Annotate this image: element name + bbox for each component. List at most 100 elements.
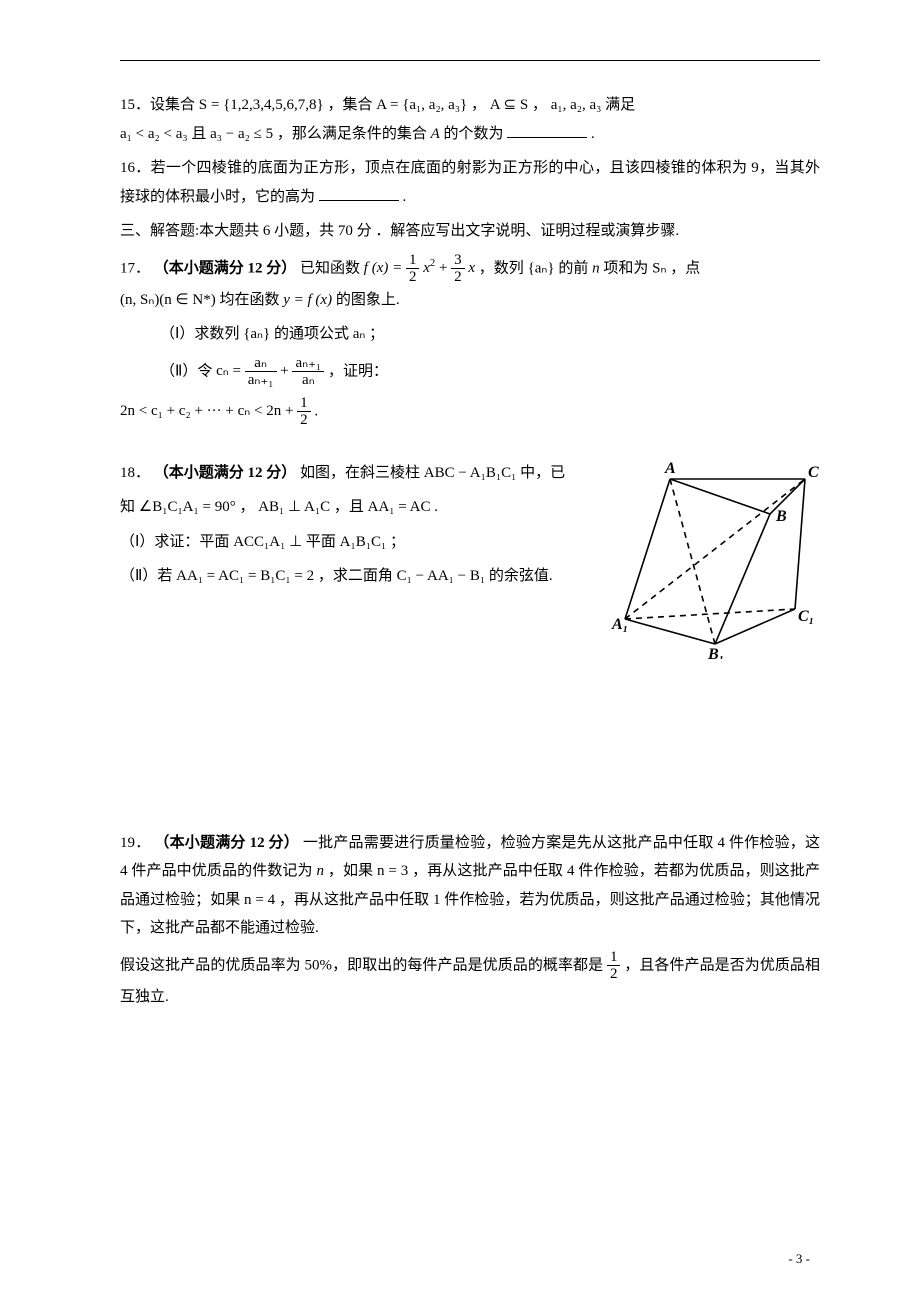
diag-a1-c <box>625 479 805 619</box>
top-rule <box>120 60 820 61</box>
q17-fx: f (x) = 12 x2 + 32 x <box>364 260 479 276</box>
q18-p2-a: （Ⅱ）若 <box>120 568 176 584</box>
q15-set-s: S = {1,2,3,4,5,6,7,8} <box>199 97 324 113</box>
q19-assume: 假设这批产品的优质品率为 50%，即取出的每件产品是优质品的概率都是 12 ，且… <box>120 949 820 1012</box>
question-17: 17． （本小题满分 12 分） 已知函数 f (x) = 12 x2 + 32… <box>120 252 820 315</box>
q17-seq: {aₙ} <box>528 260 555 276</box>
q18-prism: ABC − A₁B₁C₁ <box>424 465 517 481</box>
q17-text-d: 项和为 <box>603 260 652 276</box>
edge-a1-b1 <box>625 619 715 644</box>
q17-p1-c: ； <box>369 326 384 342</box>
q17-part2: （Ⅱ）令 cₙ = aₙaₙ₊₁ + aₙ₊₁aₙ ，证明： <box>120 355 820 389</box>
q17-point: (n, Sₙ)(n ∈ N*) <box>120 292 216 308</box>
q16-text-b: . <box>403 189 407 205</box>
q17-n: n <box>592 260 600 276</box>
q17-text-f: 均在函数 <box>219 292 283 308</box>
q17-p1-b: 的通项公式 <box>274 326 353 342</box>
question-16: 16．若一个四棱锥的底面为正方形，顶点在底面的射影为正方形的中心，且该四棱锥的体… <box>120 154 820 211</box>
label-B1: B₁ <box>707 646 724 659</box>
edge-a-b <box>670 479 770 514</box>
q17-lead: 17． <box>120 260 150 276</box>
q18-bold: （本小题满分 12 分） <box>154 465 297 481</box>
q15-text-g: ，那么满足条件的集合 <box>277 126 431 142</box>
question-15: 15．设集合 S = {1,2,3,4,5,6,7,8} ，集合 A = {a₁… <box>120 91 820 148</box>
q18-p1-plane1: ACC₁A₁ <box>233 534 285 550</box>
label-C: C <box>808 464 819 481</box>
q17-part1: （Ⅰ）求数列 {aₙ} 的通项公式 aₙ ； <box>120 320 820 349</box>
edge-a1-c1 <box>625 609 795 619</box>
q15-elems: a₁, a₂, a₃ <box>551 97 602 113</box>
edge-a-a1 <box>625 479 670 619</box>
q18-lead: 18． <box>120 465 150 481</box>
q17-cn: cₙ = aₙaₙ₊₁ + aₙ₊₁aₙ <box>216 363 328 379</box>
section-3-header: 三、解答题:本大题共 6 小题，共 70 分 ．解答应写出文字说明、证明过程或演… <box>120 217 820 246</box>
q19-lead: 19． <box>120 835 150 851</box>
q16-text-a: 16．若一个四棱锥的底面为正方形，顶点在底面的射影为正方形的中心，且该四棱锥的体… <box>120 160 820 205</box>
q17-inequality: 2n < c₁ + c₂ + ··· + cₙ < 2n + 12 . <box>120 395 820 429</box>
prism-svg: A C B A₁ C₁ B₁ <box>610 459 820 659</box>
q15-text-d: ， <box>532 97 551 113</box>
q18-p1-plane2: A₁B₁C₁ <box>340 534 387 550</box>
q15-text-i: . <box>591 126 595 142</box>
q18-text-a: 如图，在斜三棱柱 <box>300 465 424 481</box>
question-19: 19． （本小题满分 12 分） 一批产品需要进行质量检验，检验方案是先从这批产… <box>120 829 820 943</box>
q15-blank <box>507 122 587 138</box>
q17-p1-an: aₙ <box>353 326 366 342</box>
q15-text-c: ， <box>471 97 490 113</box>
q16-blank <box>319 185 399 201</box>
question-18-block: A C B A₁ C₁ B₁ 18． （本小题满分 12 分） 如图，在斜三棱柱… <box>120 459 820 669</box>
q17-text-c: 的前 <box>558 260 592 276</box>
prism-figure: A C B A₁ C₁ B₁ <box>610 459 820 659</box>
q19-n3: n = 3 <box>377 863 408 879</box>
edge-c-c1 <box>795 479 805 609</box>
q19-n4: n = 4 <box>244 892 275 908</box>
q17-text-e: ，点 <box>670 260 700 276</box>
page: 15．设集合 S = {1,2,3,4,5,6,7,8} ，集合 A = {a₁… <box>0 0 920 1302</box>
q15-set-a: A = {a₁, a₂, a₃} <box>376 97 467 113</box>
q17-p2-a: （Ⅱ）令 <box>160 363 216 379</box>
label-A: A <box>664 460 676 477</box>
q15-text-f: 且 <box>191 126 210 142</box>
q19-half: 12 <box>607 949 621 983</box>
q18-p1-b: ⊥ 平面 <box>289 534 340 550</box>
q19-text-b: ，如果 <box>328 863 377 879</box>
q18-perp: AB₁ ⊥ A₁C <box>258 499 330 515</box>
q15-cond1: a₁ < a₂ < a₃ <box>120 126 188 142</box>
q15-text-b: ，集合 <box>327 97 376 113</box>
q17-p1-seq: {aₙ} <box>243 326 270 342</box>
q15-obj: A <box>431 126 440 142</box>
q18-text-e: . <box>434 499 438 515</box>
q18-p2-dihedral: C₁ − AA₁ − B₁ <box>397 568 485 584</box>
q15-text-a: 15．设集合 <box>120 97 199 113</box>
q17-text-b: ，数列 <box>479 260 524 276</box>
q19-n: n <box>317 863 325 879</box>
q19-bold: （本小题满分 12 分） <box>154 835 299 851</box>
q17-yfx: y = f (x) <box>283 292 332 308</box>
q18-p2-b: ，求二面角 <box>318 568 397 584</box>
q17-bold: （本小题满分 12 分） <box>154 260 297 276</box>
q17-p2-b: ，证明： <box>328 363 388 379</box>
q18-text-d: ，且 <box>334 499 368 515</box>
q15-subset: A ⊆ S <box>490 97 528 113</box>
edge-b-b1 <box>715 514 770 644</box>
page-number: - 3 - <box>788 1247 810 1272</box>
q18-p2-eq: AA₁ = AC₁ = B₁C₁ = 2 <box>176 568 314 584</box>
label-B: B <box>775 508 787 525</box>
q18-p1-a: （Ⅰ）求证：平面 <box>120 534 233 550</box>
q18-p1-c: ； <box>390 534 405 550</box>
q19-text-e: 假设这批产品的优质品率为 50%，即取出的每件产品是优质品的概率都是 <box>120 957 607 973</box>
q15-text-e: 满足 <box>605 97 635 113</box>
q18-p2-c: 的余弦值. <box>489 568 553 584</box>
q17-text-g: 的图象上. <box>336 292 400 308</box>
q17-sn: Sₙ <box>652 260 666 276</box>
q17-text-a: 已知函数 <box>300 260 364 276</box>
q18-angle: ∠B₁C₁A₁ = 90° <box>139 499 236 515</box>
label-A1: A₁ <box>611 616 628 633</box>
q17-ineq-b: . <box>314 403 318 419</box>
q18-text-b: 中，已 <box>520 465 565 481</box>
q18-l2-a: 知 <box>120 499 139 515</box>
q18-eq: AA₁ = AC <box>368 499 431 515</box>
label-C1: C₁ <box>798 608 814 625</box>
diag-a-b1 <box>670 479 715 644</box>
q17-p1-a: （Ⅰ）求数列 <box>160 326 239 342</box>
